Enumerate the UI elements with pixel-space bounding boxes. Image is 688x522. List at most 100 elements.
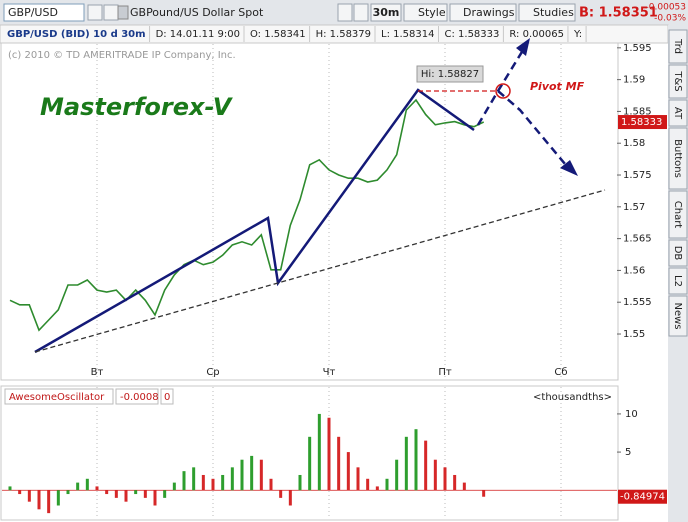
info-item: H: 1.58379 <box>316 29 371 40</box>
tool-button[interactable] <box>337 3 353 22</box>
last-price: 1.58333 <box>621 117 662 128</box>
oscillator-bar <box>346 452 350 491</box>
oscillator-bar <box>134 490 138 495</box>
symbol-input[interactable] <box>3 3 85 22</box>
wave-lines <box>34 88 475 354</box>
oscillator-bar <box>317 413 321 491</box>
y-tick-label: 1.555 <box>623 297 652 308</box>
side-tab-label: DB <box>672 246 683 261</box>
plot: Вт Ср Чт Пт Сб 1.55 1.555 1.56 1.565 1.57 1.575 1.5… <box>2 43 667 519</box>
oscillator-bar <box>337 436 341 491</box>
side-tab[interactable] <box>668 127 688 190</box>
y-tick-label: 1.565 <box>623 234 652 245</box>
watermark: Masterforex-V <box>40 93 234 121</box>
study-value-box <box>115 388 159 405</box>
oscillator-bar <box>404 436 408 491</box>
oscillator-bar <box>56 490 60 506</box>
pivot-circle <box>495 83 511 99</box>
oscillator-bar <box>192 467 196 491</box>
oscillator-bar <box>269 478 273 491</box>
arrowhead <box>560 160 578 176</box>
side-tab-label: Chart <box>672 201 683 229</box>
side-tab[interactable] <box>668 190 688 239</box>
oscillator-bar <box>250 455 254 491</box>
oscillator-bar <box>66 490 70 495</box>
study-zero: 0 <box>164 392 170 403</box>
drawings-button[interactable] <box>449 3 517 22</box>
oscillator-bar <box>114 490 118 498</box>
oscillator-bar <box>201 474 205 491</box>
oscillator-bar <box>27 490 31 502</box>
last-price-box <box>618 115 667 130</box>
oscillator-bar <box>375 486 379 491</box>
x-tick-label: Чт <box>323 367 336 378</box>
analysis-lines <box>34 38 606 354</box>
side-tab[interactable] <box>668 29 688 64</box>
study-name: AwesomeOscillator <box>9 392 105 403</box>
info-item: O: 1.58341 <box>250 29 306 40</box>
oscillator-panel <box>0 385 619 521</box>
button-label: Style <box>418 6 446 19</box>
symbol: GBP/USD <box>8 6 58 19</box>
study-value: -0.0008 <box>120 392 159 403</box>
last-value-box <box>618 489 667 504</box>
oscillator-bar <box>18 490 22 495</box>
side-tab[interactable] <box>668 239 688 267</box>
oscillator-bar <box>395 459 399 491</box>
oscillator-bar <box>482 490 486 497</box>
aggregation: 30m <box>373 6 400 19</box>
y-tick-label: 1.59 <box>623 75 645 86</box>
oscillator-bar <box>37 490 41 510</box>
oscillator-bar <box>8 486 12 491</box>
oscillator-bar <box>182 471 186 491</box>
side-tab[interactable] <box>668 295 688 337</box>
oscillator-bar <box>298 474 302 491</box>
button-label: Studies <box>533 6 574 19</box>
y-tick-label: 1.585 <box>623 106 652 117</box>
hi-box <box>416 65 484 83</box>
copyright: (c) 2010 © TD AMERITRADE IP Company, Inc… <box>8 50 236 61</box>
side-tab[interactable] <box>668 267 688 295</box>
side-tab-label: News <box>672 302 683 329</box>
symbol-description: GBPound/US Dollar Spot <box>130 6 264 19</box>
info-item: C: 1.58333 <box>445 29 500 40</box>
side-tab[interactable] <box>668 64 688 99</box>
oscillator-bar <box>211 478 215 491</box>
oscillator-bar <box>105 490 109 495</box>
doc-icon <box>117 5 129 20</box>
oscillator-bar <box>279 490 283 498</box>
y-tick-label: 5 <box>625 447 631 458</box>
style-button[interactable] <box>403 3 448 22</box>
button-label: Drawings <box>463 6 515 19</box>
symbol-menu[interactable] <box>87 4 103 21</box>
last-value: -0.84974 <box>620 492 665 503</box>
change-percent: -0.03% <box>654 14 686 24</box>
side-tab[interactable] <box>668 99 688 127</box>
studies-button[interactable] <box>518 3 576 22</box>
side-tab-label: AT <box>672 107 683 120</box>
price-line <box>9 98 485 332</box>
study-name-box <box>4 388 114 405</box>
x-tick-label: Вт <box>91 367 104 378</box>
oscillator-bar <box>424 440 428 491</box>
info-item: R: 0.00065 <box>509 29 564 40</box>
aggregation-button[interactable] <box>370 3 402 22</box>
y-tick-label: 1.575 <box>623 170 652 181</box>
link-button[interactable] <box>103 4 119 21</box>
oscillator-bar <box>462 482 466 491</box>
trend-line <box>34 189 606 353</box>
info-item: L: 1.58314 <box>381 29 434 40</box>
oscillator-bar <box>366 478 370 491</box>
oscillator-bar <box>163 490 167 498</box>
tool-button[interactable] <box>353 3 369 22</box>
side-tab-label: L2 <box>672 275 683 287</box>
info-item: Y: <box>573 29 582 40</box>
hi-label: Hi: 1.58827 <box>421 69 479 80</box>
price-panel <box>0 42 619 381</box>
x-tick-label: Пт <box>438 367 452 378</box>
x-tick-label: Сб <box>554 367 567 378</box>
oscillator-bar <box>240 459 244 491</box>
study-zero-box <box>160 388 174 405</box>
side-tab-label: Buttons <box>672 139 683 178</box>
